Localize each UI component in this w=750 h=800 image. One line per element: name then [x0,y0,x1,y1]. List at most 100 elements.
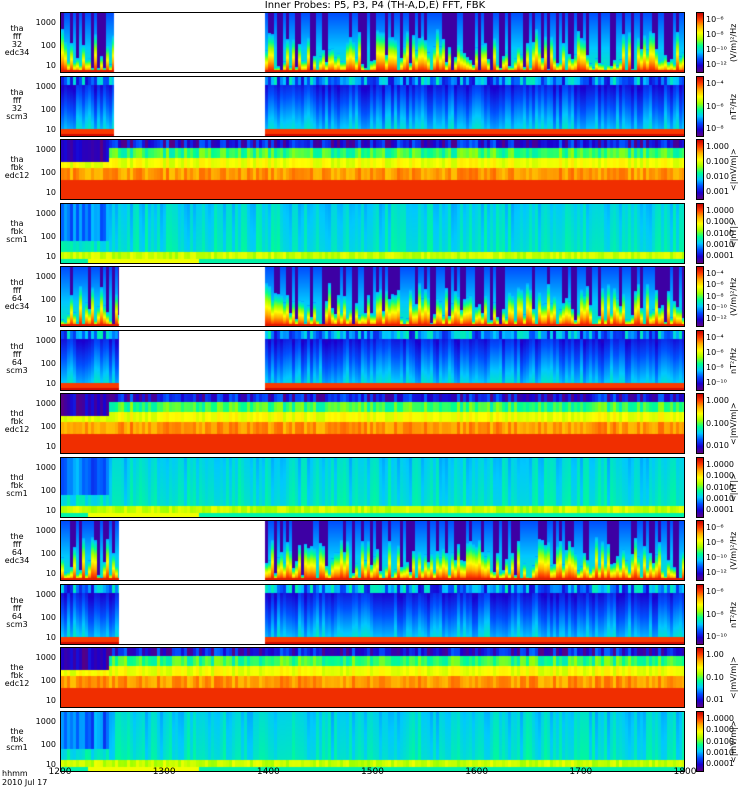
panel-ylabel-line: thd [10,277,24,287]
colorbar [696,647,704,708]
spectrogram-panel [60,330,685,391]
colorbar-tick-label: 0.001 [706,187,729,196]
colorbar [696,12,704,73]
colorbar-unit: (V/m)²/Hz [729,277,738,316]
y-tick-label: 100 [40,612,56,622]
colorbar-tick-label: 10⁻⁸ [706,609,724,619]
x-tick-label: 1700 [569,767,593,777]
colorbar-tick-label: 10⁻⁸ [706,363,724,372]
colorbar-tick-label: 10⁻¹⁰ [706,302,727,312]
spectrogram-panel [60,711,685,772]
colorbar-unit: <|mV/m|> [729,656,738,699]
colorbar [696,520,704,581]
panel-ylabel: the fff 64 scm3 [2,595,32,629]
y-tick-label: 10 [45,314,56,324]
y-tick-label: 10 [45,441,56,451]
y-tick-label: 1000 [35,81,56,91]
panel-ylabel-line: the [10,727,24,736]
y-tick-label: 10 [45,632,56,642]
panel-ylabel-line: scm3 [6,365,28,375]
colorbar-tick-label: 10⁻⁴ [706,79,724,88]
y-tick-label: 10 [45,187,56,197]
panel-ylabel-line: scm3 [6,619,28,629]
y-tick-label: 100 [40,739,56,749]
colorbar-unit: <|mV/m|> [729,148,738,191]
colorbar-tick-label: 10⁻⁴ [706,269,724,278]
panel-ylabel-line: fff [12,285,22,295]
panel-ylabel-line: the [10,663,24,672]
spectrogram-image [61,77,684,136]
colorbar-unit: nT²/Hz [729,93,738,120]
spectrogram-panel [60,520,685,581]
panel-ylabel-line: edc12 [4,679,30,688]
y-tick-label: 10 [45,124,56,134]
spectrogram-panel [60,12,685,73]
panel-ylabel-line: fbk [10,735,24,744]
panel-ylabel-line: tha [10,23,24,33]
panel-ylabel: tha fff 32 edc34 [2,23,32,57]
spectrogram-image [61,585,684,644]
colorbar-tick-label: 0.1000 [706,725,734,735]
y-tick-label: 10 [45,378,56,388]
panel-ylabel-line: tha [10,219,24,228]
panel-ylabel: the fff 64 edc34 [2,532,32,565]
colorbar-tick-label: 0.0001 [706,251,734,260]
y-tick-label: 1000 [35,652,56,662]
x-tick-label: 1600 [465,767,489,777]
colorbar-tick-label: 0.0010 [706,239,734,249]
panel-ylabel-line: fff [12,539,22,549]
panel-ylabel-line: fff [12,31,22,41]
y-tick-label: 10 [45,568,56,578]
y-tick-label: 1000 [35,716,56,726]
spectrogram-image [61,394,684,453]
colorbar-tick-label: 0.0001 [706,759,734,768]
x-axis-format-label: hhmm [2,769,28,778]
colorbar-tick-label: 0.100 [706,157,729,166]
colorbar-tick-label: 10⁻⁴ [706,333,724,342]
panel-ylabel-line: thd [10,409,24,418]
y-tick-label: 1000 [35,144,56,154]
spectrogram-panel [60,393,685,454]
colorbar-tick-label: 10⁻¹² [706,60,727,69]
panel-ylabel-line: fbk [10,481,24,490]
y-tick-label: 10 [45,695,56,705]
colorbar [696,139,704,200]
colorbar-tick-label: 1.000 [706,396,729,405]
y-tick-label: 10 [45,251,56,261]
panel-ylabel-line: fbk [10,671,24,680]
colorbar [696,266,704,327]
y-tick-label: 100 [40,40,56,50]
y-tick-label: 1000 [35,525,56,535]
colorbar-tick-label: 10⁻¹⁰ [706,378,727,387]
panel-ylabel: tha fff 32 scm3 [2,87,32,121]
panel-ylabel: thd fff 64 scm3 [2,342,32,375]
panel-ylabel-line: scm1 [6,235,28,244]
x-tick-label: 1500 [361,767,384,777]
panel-ylabel-line: edc12 [4,171,30,180]
panel-ylabel-line: tha [10,87,24,97]
panel-ylabel-line: 64 [11,357,23,367]
colorbar [696,393,704,454]
spectrogram-image [61,267,684,326]
spectrogram-panel [60,647,685,708]
y-tick-label: 100 [40,485,56,495]
panel-ylabel: thd fbk edc12 [2,410,32,434]
panel-ylabel-line: 64 [11,293,23,303]
spectrogram-panel [60,139,685,200]
colorbar-tick-label: 1.000 [706,142,729,151]
colorbar-tick-label: 1.0000 [706,206,734,215]
spectrogram-panel [60,76,685,137]
colorbar-unit: <|nT|> [729,473,738,502]
colorbar-tick-label: 10⁻⁶ [706,587,724,596]
spectrogram-image [61,13,684,72]
panel-ylabel-line: the [10,595,24,605]
panel-ylabel-line: fbk [10,227,24,236]
y-tick-label: 100 [40,358,56,368]
panel-ylabel-line: 32 [11,103,23,113]
x-tick-label: 1300 [152,767,176,777]
panel-ylabel: thd fff 64 edc34 [2,277,32,311]
colorbar-tick-label: 10⁻¹⁰ [706,45,727,54]
x-tick-label: 1400 [256,767,280,777]
spectrogram-image [61,648,684,707]
colorbar-tick-label: 0.01 [706,695,724,704]
